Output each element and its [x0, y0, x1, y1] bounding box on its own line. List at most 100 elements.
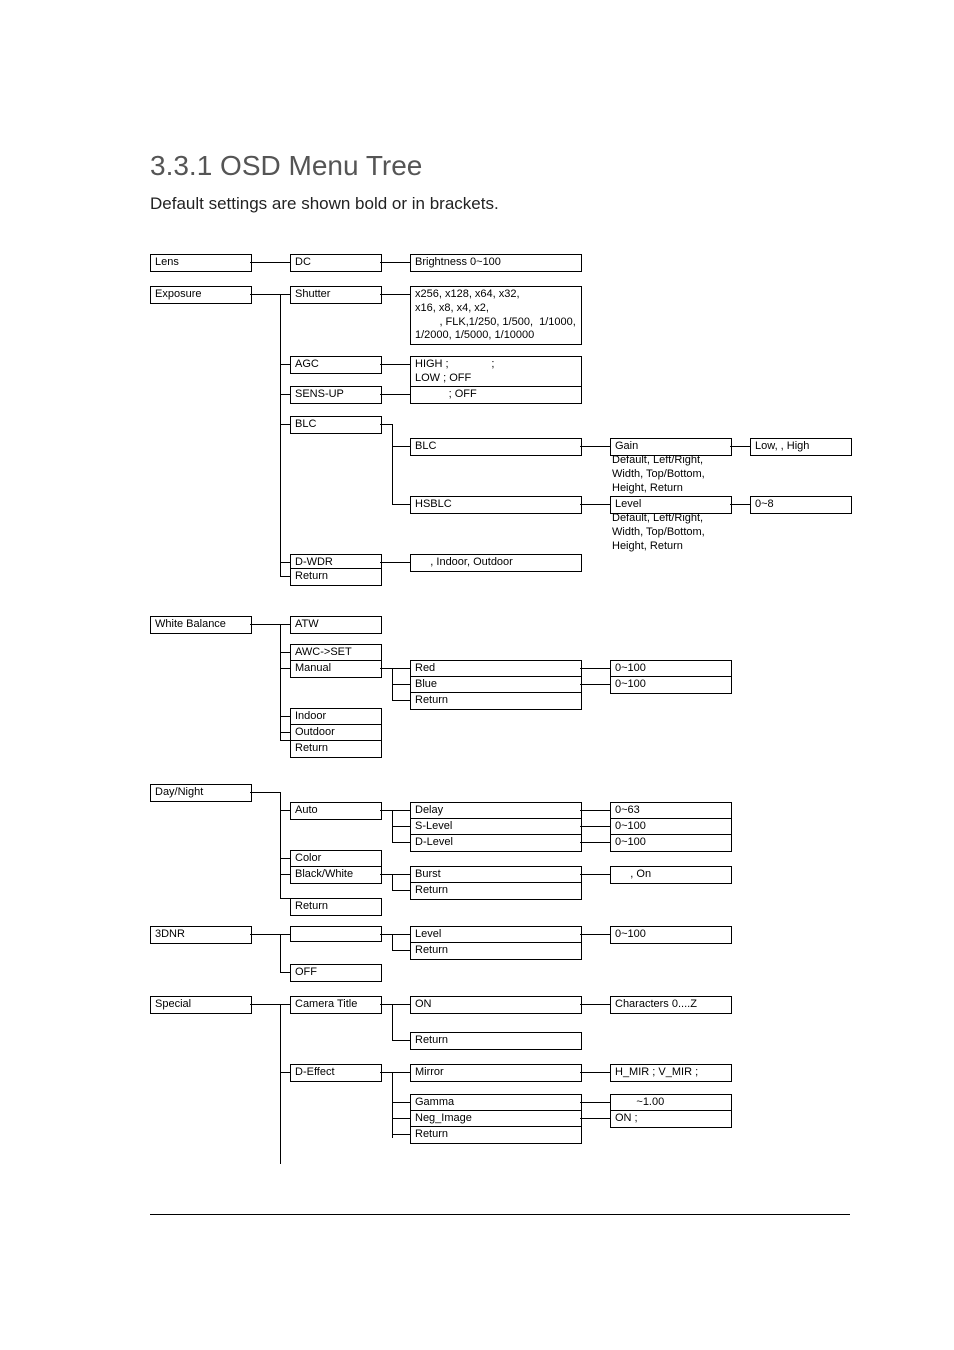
conn: [392, 1134, 410, 1135]
node-return-bw: Return: [410, 882, 582, 900]
conn: [380, 874, 392, 875]
conn: [380, 562, 410, 563]
page-title: 3.3.1 OSD Menu Tree: [150, 150, 894, 182]
node-special: Special: [150, 996, 252, 1014]
page-subtitle: Default settings are shown bold or in br…: [150, 194, 894, 214]
node-blue-range: 0~100: [610, 676, 732, 694]
conn: [580, 934, 610, 935]
node-return-3: Return: [290, 898, 382, 916]
node-blc2: BLC: [410, 438, 582, 456]
conn: [730, 504, 750, 505]
conn: [280, 858, 290, 859]
node-blc: BLC: [290, 416, 382, 434]
node-dwdr-vals: , Indoor, Outdoor: [410, 554, 582, 572]
node-sensup: SENS-UP: [290, 386, 382, 404]
node-exposure: Exposure: [150, 286, 252, 304]
node-level-vals: 0~8: [750, 496, 852, 514]
conn: [380, 668, 392, 669]
node-blc-sub: Default, Left/Right, Width, Top/Bottom, …: [612, 454, 705, 495]
node-wb: White Balance: [150, 616, 252, 634]
conn: [280, 810, 290, 811]
conn: [280, 716, 290, 717]
node-deffect: D-Effect: [290, 1064, 382, 1082]
node-negimg-vals: ON ;: [610, 1110, 732, 1128]
conn: [280, 424, 290, 425]
node-chars: Characters 0....Z: [610, 996, 732, 1014]
conn: [280, 898, 290, 899]
conn: [380, 262, 410, 263]
conn: [392, 950, 410, 951]
conn: [580, 874, 610, 875]
node-daynight: Day/Night: [150, 784, 252, 802]
conn: [392, 826, 410, 827]
conn: [580, 842, 610, 843]
node-atw: ATW: [290, 616, 382, 634]
conn: [392, 668, 410, 669]
conn: [392, 1040, 410, 1041]
conn: [280, 1004, 290, 1005]
conn: [392, 424, 393, 504]
conn: [280, 364, 290, 365]
conn: [250, 934, 280, 935]
node-burst-vals: , On: [610, 866, 732, 884]
node-agc: AGC: [290, 356, 382, 374]
node-3dnr: 3DNR: [150, 926, 252, 944]
conn: [392, 1072, 410, 1073]
node-lens: Lens: [150, 254, 252, 272]
node-return-2: Return: [290, 740, 382, 758]
node-return-wb: Return: [410, 692, 582, 710]
conn: [280, 624, 281, 740]
conn: [280, 624, 290, 625]
node-gain-vals: Low, , High: [750, 438, 852, 456]
footer-rule: [150, 1214, 850, 1215]
node-mirror-vals: H_MIR ; V_MIR ;: [610, 1064, 732, 1082]
conn: [250, 1004, 280, 1005]
node-manual: Manual: [290, 660, 382, 678]
conn: [580, 810, 610, 811]
conn: [392, 700, 410, 701]
conn: [380, 1004, 392, 1005]
conn: [392, 1102, 410, 1103]
node-hsblc-sub: Default, Left/Right, Width, Top/Bottom, …: [612, 512, 705, 553]
conn: [280, 1072, 290, 1073]
conn: [280, 394, 290, 395]
node-dc: DC: [290, 254, 382, 272]
node-return-1: Return: [290, 568, 382, 586]
conn: [280, 740, 290, 741]
conn: [392, 810, 410, 811]
conn: [380, 810, 392, 811]
node-return-ct: Return: [410, 1032, 582, 1050]
node-auto: Auto: [290, 802, 382, 820]
conn: [280, 934, 290, 935]
node-brightness: Brightness 0~100: [410, 254, 582, 272]
conn: [280, 562, 290, 563]
conn: [580, 504, 610, 505]
node-3dnr-range: 0~100: [610, 926, 732, 944]
conn: [280, 294, 290, 295]
conn: [280, 652, 290, 653]
conn: [392, 874, 410, 875]
conn: [280, 1004, 281, 1164]
conn: [380, 934, 392, 935]
conn: [380, 394, 410, 395]
conn: [380, 294, 410, 295]
conn: [580, 1072, 610, 1073]
node-mirror: Mirror: [410, 1064, 582, 1082]
conn: [250, 294, 280, 295]
node-on: ON: [410, 996, 582, 1014]
conn: [380, 364, 410, 365]
node-return-3dnr: Return: [410, 942, 582, 960]
conn: [392, 1072, 393, 1138]
conn: [580, 668, 610, 669]
conn: [392, 504, 410, 505]
conn: [380, 1072, 392, 1073]
conn: [392, 1004, 393, 1040]
node-hsblc: HSBLC: [410, 496, 582, 514]
conn: [730, 446, 750, 447]
conn: [280, 576, 290, 577]
conn: [580, 1004, 610, 1005]
conn: [392, 1118, 410, 1119]
node-dlevel: D-Level: [410, 834, 582, 852]
conn: [392, 934, 410, 935]
node-camtitle: Camera Title: [290, 996, 382, 1014]
